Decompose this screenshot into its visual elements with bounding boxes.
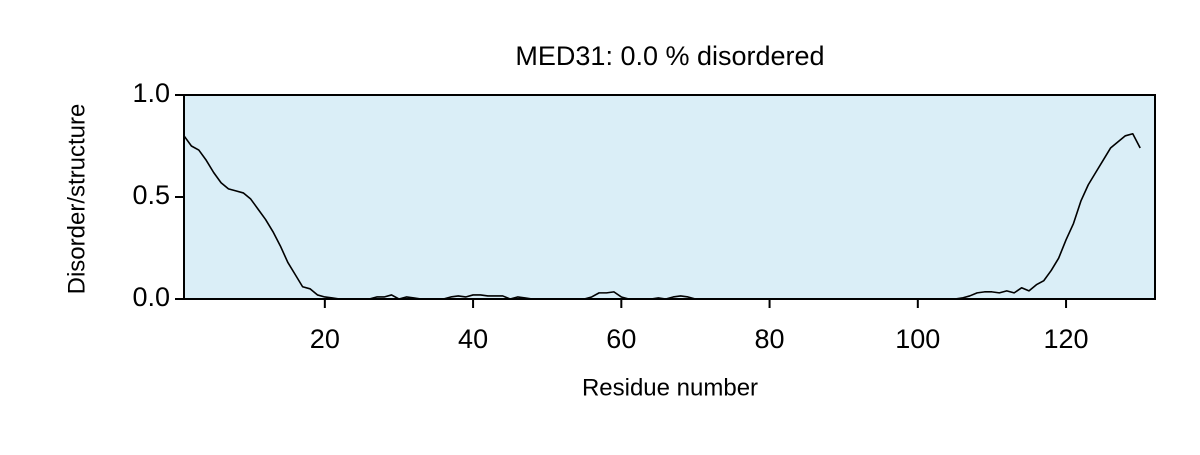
- y-tick-label: 0.0: [132, 282, 170, 312]
- chart-title: MED31: 0.0 % disordered: [515, 41, 824, 71]
- y-tick-label: 1.0: [132, 78, 170, 108]
- x-axis-label: Residue number: [582, 374, 758, 401]
- x-tick-label: 120: [1044, 324, 1089, 354]
- x-tick-label: 40: [458, 324, 488, 354]
- plot-frame: [183, 94, 1156, 300]
- y-tick-label: 0.5: [132, 180, 170, 210]
- x-tick-label: 20: [310, 324, 340, 354]
- x-tick-label: 100: [895, 324, 940, 354]
- x-tick-label: 80: [755, 324, 785, 354]
- plot-area: [184, 95, 1155, 299]
- y-axis-label: Disorder/structure: [63, 104, 90, 295]
- x-tick-label: 60: [606, 324, 636, 354]
